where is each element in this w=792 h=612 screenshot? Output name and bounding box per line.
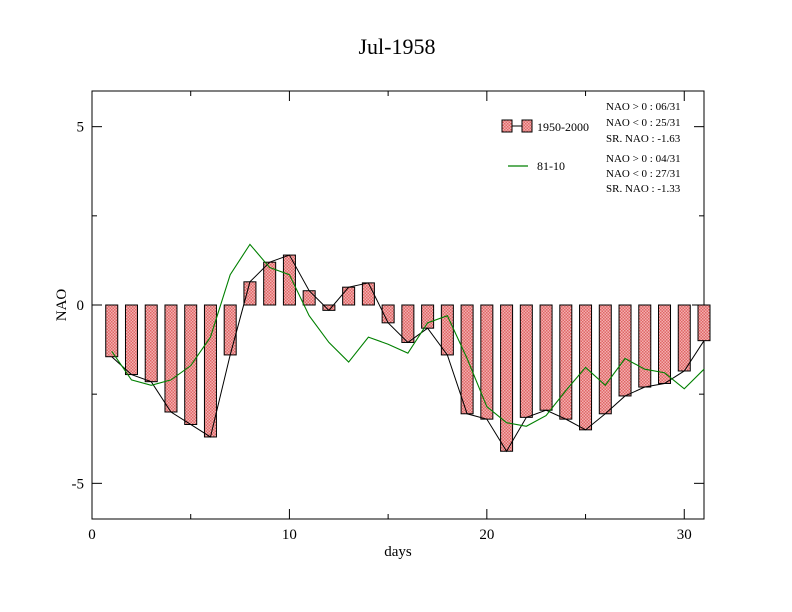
x-tick-label-10: 10 [282, 527, 297, 543]
bar-day-2 [124, 304, 138, 376]
legend-bar-label: 1950-2000 [537, 120, 589, 134]
series-1950-2000-connector [111, 254, 705, 453]
bar-day-1 [105, 304, 119, 358]
bar-day-4 [164, 304, 178, 413]
bar-day-8 [243, 281, 257, 306]
bar-day-17 [421, 304, 435, 329]
stats-8110-sr: SR. NAO : -1.33 [606, 183, 681, 195]
bar-day-21 [500, 304, 514, 452]
x-tick-label-20: 20 [479, 527, 494, 543]
y-tick-label-1: 0 [77, 298, 85, 314]
bar-day-24 [559, 304, 573, 420]
bar-day-31 [697, 304, 711, 342]
bar-day-20 [480, 304, 494, 420]
bar-day-28 [638, 304, 652, 388]
series-81-10-line [111, 243, 705, 427]
bar-day-30 [677, 304, 691, 372]
legend-bar-swatch-left [501, 119, 513, 133]
y-tick-label-2: -5 [72, 476, 85, 492]
chart-title: Jul-1958 [359, 34, 436, 59]
axes-layer: 0 10 20 30 5 0 -5 [72, 91, 704, 543]
legend-bar-swatch-right [521, 119, 533, 133]
bar-day-13 [342, 286, 356, 306]
bar-day-16 [401, 304, 415, 343]
stats-8110-positive: NAO > 0 : 04/31 [606, 153, 681, 165]
x-axis-label: days [384, 544, 412, 560]
bar-day-23 [539, 304, 553, 411]
bar-day-3 [144, 304, 158, 383]
x-tick-label-30: 30 [677, 527, 692, 543]
stats-1950-sr: SR. NAO : -1.63 [606, 133, 681, 145]
stats-8110-negative: NAO < 0 : 27/31 [606, 168, 681, 180]
stats-1950-negative: NAO < 0 : 25/31 [606, 117, 681, 129]
y-tick-label-0: 5 [77, 120, 85, 136]
bar-day-26 [598, 304, 612, 415]
bar-day-22 [519, 304, 533, 418]
x-tick-label-0: 0 [88, 527, 96, 543]
bar-day-11 [302, 290, 316, 306]
legend: 1950-2000 81-10 NAO > 0 : 06/31 NAO < 0 … [501, 101, 681, 195]
bar-day-27 [618, 304, 632, 397]
lines-layer [111, 243, 705, 453]
bar-day-18 [440, 304, 454, 356]
bar-day-14 [361, 282, 375, 306]
legend-line-label: 81-10 [537, 159, 565, 173]
stats-1950-positive: NAO > 0 : 06/31 [606, 101, 681, 113]
bar-day-7 [223, 304, 237, 356]
y-axis-label: NAO [54, 289, 70, 322]
